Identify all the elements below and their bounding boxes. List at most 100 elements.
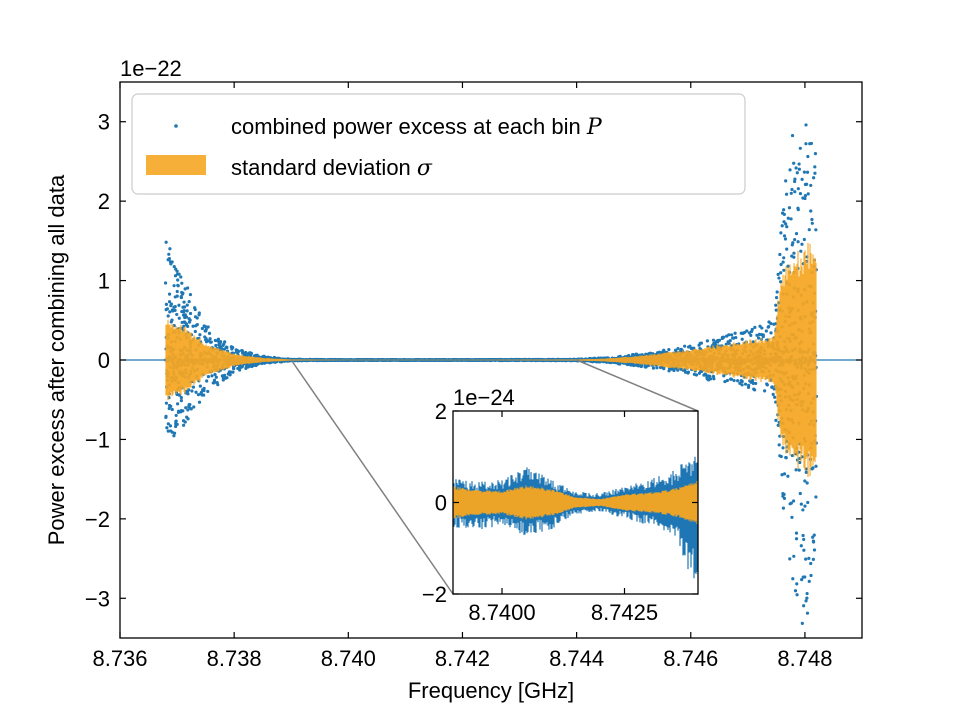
data-point	[784, 179, 788, 183]
main-data-layer	[120, 123, 862, 625]
inset-ticks: 8.7400 8.7425 −2 0 2	[422, 399, 698, 625]
data-point	[774, 418, 778, 422]
data-point	[764, 329, 768, 333]
data-point	[214, 375, 218, 379]
data-point	[800, 242, 804, 246]
data-point	[799, 249, 803, 253]
legend-box	[131, 93, 746, 195]
data-point	[794, 166, 798, 170]
data-point	[809, 561, 813, 566]
data-point	[175, 422, 179, 427]
data-point	[795, 582, 799, 586]
data-point	[805, 611, 810, 615]
data-point	[778, 252, 782, 257]
data-point	[208, 340, 213, 344]
data-point	[688, 344, 692, 348]
inset-y-multiplier: 1e−24	[453, 385, 515, 410]
data-point	[753, 388, 757, 392]
data-point	[786, 264, 790, 268]
connector-line-right	[576, 359, 699, 412]
data-point	[771, 392, 775, 396]
data-point	[190, 389, 194, 393]
data-point	[195, 323, 199, 327]
data-point	[166, 314, 170, 318]
data-point	[225, 345, 229, 350]
data-point	[793, 237, 797, 242]
data-point	[177, 303, 181, 307]
data-point	[804, 123, 808, 127]
inset-data-layer	[453, 456, 698, 579]
data-point	[186, 408, 190, 412]
data-point	[172, 434, 176, 438]
data-point	[804, 142, 808, 146]
data-point	[794, 468, 798, 472]
data-point	[765, 382, 769, 386]
data-point	[798, 191, 803, 196]
data-point	[193, 329, 197, 334]
data-point	[809, 141, 814, 146]
x-tick-label: 8.738	[207, 646, 262, 671]
data-point	[672, 368, 676, 373]
data-point	[723, 379, 727, 384]
data-point	[776, 423, 780, 427]
data-point	[805, 182, 809, 186]
data-point	[195, 316, 199, 320]
data-point	[198, 384, 202, 388]
inset-y-tick-label: 2	[435, 399, 447, 424]
y-axis-label: Power excess after combining all data	[44, 174, 69, 545]
data-point	[172, 431, 177, 435]
data-point	[798, 491, 802, 496]
data-point	[176, 283, 180, 287]
data-point	[782, 212, 786, 217]
data-point	[732, 378, 736, 383]
inset-x-tick-label: 8.7425	[591, 600, 658, 625]
data-point	[813, 165, 817, 169]
data-point	[198, 333, 202, 337]
data-point	[797, 162, 801, 166]
data-point	[786, 216, 790, 220]
data-point	[777, 276, 781, 280]
data-point	[784, 222, 788, 226]
data-point	[179, 295, 183, 300]
data-point	[782, 208, 786, 212]
data-point	[734, 335, 738, 340]
data-point	[181, 292, 185, 296]
data-point	[697, 371, 702, 375]
data-point	[166, 422, 170, 426]
data-point	[779, 454, 783, 459]
data-point	[795, 171, 799, 175]
y-tick-label: 0	[98, 348, 110, 373]
data-point	[811, 466, 815, 470]
data-point	[728, 338, 732, 343]
data-point	[725, 378, 730, 383]
data-point	[667, 369, 671, 373]
data-point	[184, 315, 189, 319]
data-point	[197, 400, 202, 404]
data-point	[792, 161, 796, 165]
data-point	[228, 373, 232, 377]
data-point	[193, 306, 197, 310]
data-point	[729, 377, 733, 381]
data-point	[176, 278, 180, 282]
data-point	[187, 299, 191, 304]
data-point	[203, 325, 207, 329]
data-point	[793, 589, 798, 593]
data-point	[200, 326, 204, 331]
data-point	[774, 296, 779, 300]
data-point	[797, 167, 801, 171]
data-point	[168, 310, 172, 314]
main-ticks: 8.736 8.738 8.740 8.742 8.744 8.746 8.748 −3 −2 −…	[85, 82, 862, 671]
data-point	[185, 309, 189, 313]
data-point	[796, 187, 800, 191]
data-point	[182, 423, 186, 427]
data-point	[166, 429, 170, 433]
data-point	[179, 275, 183, 279]
data-point	[799, 544, 803, 548]
data-point	[770, 385, 774, 389]
legend-label-sigma-text: standard deviation	[231, 155, 411, 180]
data-point	[791, 499, 796, 503]
data-point	[797, 468, 801, 472]
data-point	[173, 308, 177, 312]
data-point	[219, 340, 223, 344]
